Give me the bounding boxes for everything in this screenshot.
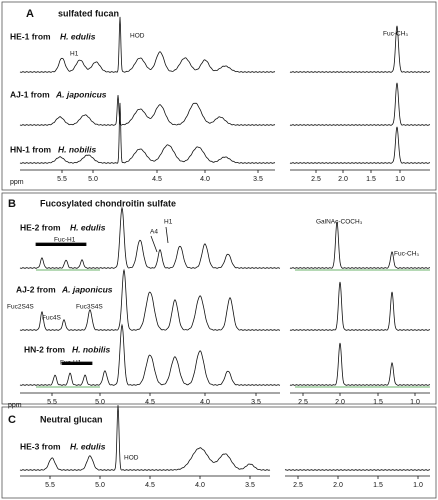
- tick-label: 2.5: [298, 399, 308, 406]
- annotation: Fuc4S: [42, 315, 61, 322]
- panel-letter: A: [26, 8, 34, 20]
- sample-label: HN-1 from: [10, 144, 52, 154]
- species-label: A. japonicus: [61, 284, 113, 294]
- annotation: A4: [150, 229, 158, 236]
- sample-label: HE-1 from: [10, 31, 51, 41]
- species-label: H. edulis: [70, 441, 106, 451]
- tick-label: 1.0: [410, 399, 420, 406]
- panel-letter: B: [8, 198, 16, 210]
- sample-label: HE-2 from: [20, 222, 61, 232]
- tick-label: 4.5: [145, 399, 155, 406]
- tick-label: 2.5: [293, 482, 303, 489]
- annotation: H1: [164, 219, 173, 226]
- tick-label: 1.5: [373, 482, 383, 489]
- annotation: HOD: [130, 33, 145, 40]
- spectrum-trace: [19, 323, 430, 386]
- tick-label: 5.5: [45, 482, 55, 489]
- tick-label: 1.5: [373, 399, 383, 406]
- tick-label: 1.5: [366, 176, 376, 183]
- panel-letter: C: [8, 414, 16, 426]
- tick-label: 5.0: [95, 482, 105, 489]
- spectrum-trace: [19, 268, 430, 331]
- bracket: [35, 226, 169, 365]
- annotation: Fuc3S4S: [76, 304, 103, 311]
- tick-label: 5.0: [95, 399, 105, 406]
- tick-label: 2.0: [335, 399, 345, 406]
- panel-title: Fucosylated chondroitin sulfate: [40, 198, 176, 208]
- annotation: H1: [70, 51, 79, 58]
- spectrum-trace: [19, 102, 430, 164]
- species-label: H. edulis: [70, 222, 106, 232]
- tick-label: 3.5: [251, 399, 261, 406]
- annotation: HOD: [124, 455, 139, 462]
- tick-label: 4.0: [200, 176, 210, 183]
- annotation: Fuc2S4S: [7, 304, 34, 311]
- panel-c-frame: [1, 406, 437, 499]
- sample-label: HE-3 from: [20, 441, 61, 451]
- annotation: Fuc-H1: [54, 237, 76, 244]
- tick-label: 4.0: [195, 482, 205, 489]
- sample-label: AJ-1 from: [10, 89, 50, 99]
- tick-label: 3.5: [245, 482, 255, 489]
- tick-label: 1.0: [413, 482, 423, 489]
- panel-b-frame: [1, 192, 437, 405]
- tick-label: 2.0: [338, 176, 348, 183]
- spectrum-trace: [19, 82, 430, 126]
- spectrum-trace: [19, 405, 430, 471]
- panel-title: sulfated fucan: [58, 8, 119, 18]
- sample-label: AJ-2 from: [16, 284, 56, 294]
- panel-title: Neutral glucan: [40, 414, 103, 424]
- tick-label: 3.5: [253, 176, 263, 183]
- tick-label: 4.0: [200, 399, 210, 406]
- annotation: GalNAc-COCH₃: [316, 219, 363, 226]
- tick-label: 4.5: [145, 482, 155, 489]
- species-label: A. japonicus: [55, 89, 107, 99]
- species-label: H. nobilis: [58, 144, 97, 154]
- tick-label: 2.5: [311, 176, 321, 183]
- spectrum-trace: [19, 206, 430, 269]
- tick-label: 2.0: [333, 482, 343, 489]
- tick-label: 4.5: [152, 176, 162, 183]
- species-label: H. edulis: [60, 31, 96, 41]
- tick-label: 1.0: [395, 176, 405, 183]
- axis-label: ppm: [8, 402, 22, 409]
- sample-label: HN-2 from: [24, 344, 66, 354]
- annotation: Fuc-CH₃: [394, 251, 419, 258]
- tick-label: 5.5: [57, 176, 67, 183]
- tick-label: 5.0: [88, 176, 98, 183]
- tick-label: 5.5: [47, 399, 57, 406]
- spectrum-trace: [19, 16, 430, 73]
- species-label: H. nobilis: [72, 344, 111, 354]
- panel-a-frame: [1, 1, 437, 191]
- axis-label: ppm: [10, 179, 24, 186]
